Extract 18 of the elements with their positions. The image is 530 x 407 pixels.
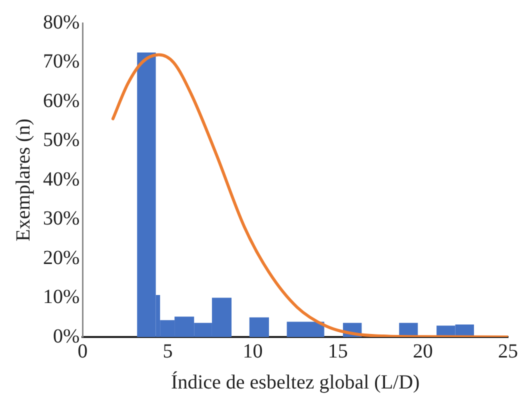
- y-axis-title: Exemplares (n): [12, 118, 34, 242]
- x-axis-title: Índice de esbeltez global (L/D): [170, 370, 420, 394]
- y-tick-label: 70%: [42, 50, 80, 72]
- y-tick-label: 30%: [42, 208, 80, 230]
- y-tick-label: 60%: [42, 90, 80, 112]
- line-series: [111, 53, 508, 337]
- x-tick-label: 15: [328, 340, 348, 362]
- y-tick-label: 80%: [42, 11, 80, 34]
- y-tick-label: 0%: [52, 325, 80, 348]
- y-tick-label: 10%: [42, 286, 80, 308]
- y-tick-label: 40%: [42, 168, 80, 190]
- x-tick-label: 5: [162, 340, 173, 362]
- x-tick-label: 10: [242, 340, 263, 362]
- y-tick-label: 50%: [42, 129, 80, 151]
- x-tick-label: 20: [412, 340, 433, 362]
- x-tick-label: 25: [498, 340, 518, 362]
- x-tick-label: 0: [78, 340, 88, 362]
- y-tick-label: 20%: [42, 246, 80, 269]
